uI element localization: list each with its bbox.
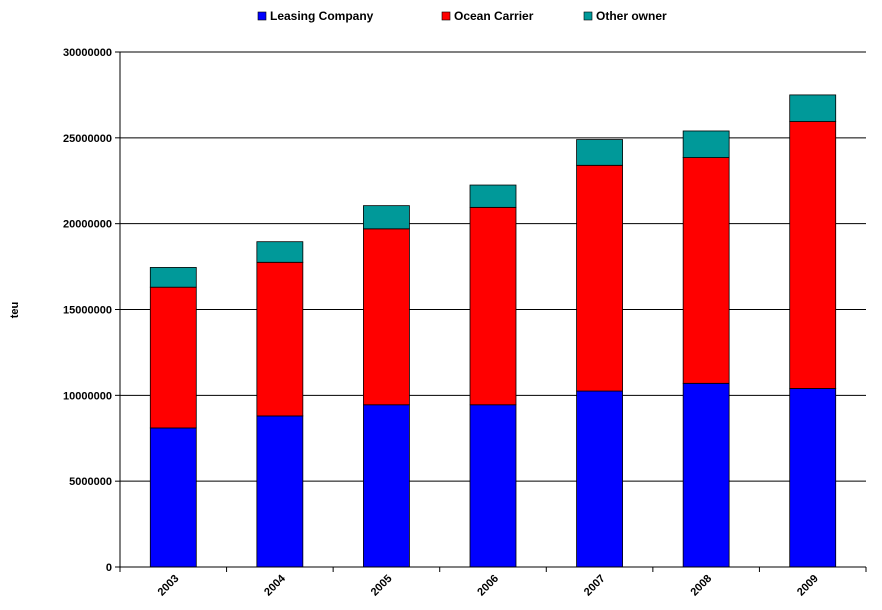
legend-label: Other owner	[596, 9, 667, 23]
bar-segment-other-owner	[149, 267, 197, 288]
bar-segment-ocean-carrier	[256, 261, 304, 417]
legend-label: Leasing Company	[270, 9, 374, 23]
bar-segment-leasing-company	[363, 404, 410, 568]
bar-segment-ocean-carrier	[149, 286, 197, 429]
y-tick-label: 30000000	[63, 47, 112, 59]
y-axis-label: teu	[9, 302, 21, 319]
bar-segment-leasing-company	[256, 415, 304, 568]
y-axis-ticks: 0 5000000 10000000 15000000 20000000 25000000…	[63, 47, 120, 574]
bar-segment-ocean-carrier	[682, 157, 730, 384]
legend: Leasing Company Ocean Carrier Other owner	[257, 9, 667, 23]
y-tick-label: 0	[106, 562, 112, 574]
bar-segment-leasing-company	[469, 404, 517, 568]
bar-segment-leasing-company	[789, 388, 837, 568]
bar-segment-ocean-carrier	[363, 228, 410, 406]
legend-swatch	[257, 11, 267, 21]
bar-segment-other-owner	[469, 184, 517, 208]
bar-segment-leasing-company	[576, 390, 623, 568]
bar-segment-ocean-carrier	[469, 206, 517, 406]
y-tick-label: 25000000	[63, 133, 112, 145]
y-tick-label: 20000000	[63, 219, 112, 231]
x-tick-label: 2005	[369, 573, 395, 599]
legend-swatch	[441, 11, 451, 21]
legend-swatch	[583, 11, 593, 21]
bar-segment-other-owner	[576, 139, 623, 166]
x-tick-label: 2007	[582, 573, 608, 599]
bar-segment-other-owner	[789, 94, 837, 122]
y-tick-label: 15000000	[63, 305, 112, 317]
x-tick-label: 2008	[688, 573, 714, 599]
bar-segment-other-owner	[256, 241, 304, 263]
x-tick-label: 2004	[262, 572, 288, 598]
bar-segment-ocean-carrier	[789, 121, 837, 389]
y-tick-label: 5000000	[69, 476, 112, 488]
x-tick-label: 2006	[475, 573, 501, 599]
legend-label: Ocean Carrier	[454, 9, 534, 23]
bar-segment-other-owner	[682, 130, 730, 158]
bar-segment-other-owner	[363, 205, 410, 230]
y-tick-label: 10000000	[63, 390, 112, 402]
x-tick-label: 2009	[795, 573, 821, 599]
x-tick-label: 2003	[156, 573, 182, 599]
bar-segment-leasing-company	[682, 382, 730, 568]
bars	[149, 94, 837, 568]
bar-segment-ocean-carrier	[576, 164, 623, 392]
bar-segment-leasing-company	[149, 427, 197, 568]
